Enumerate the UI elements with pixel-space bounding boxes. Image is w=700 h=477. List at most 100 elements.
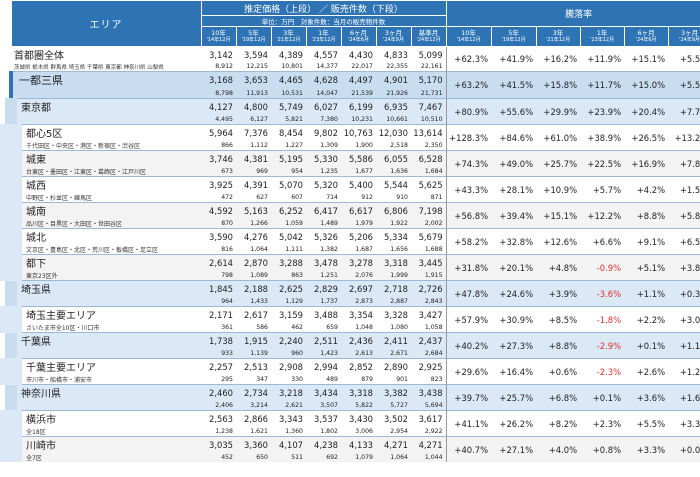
price-cell: 5,334: [376, 228, 411, 244]
count-cell: 2,873: [341, 296, 376, 307]
rate-cell: +22.5%: [580, 150, 625, 177]
count-cell: 5,822: [341, 400, 376, 411]
price-cell: 5,625: [411, 176, 447, 192]
count-cell: 1,382: [306, 244, 341, 255]
rate-cell: +0.3%: [668, 280, 700, 307]
rate-cell: +12.2%: [580, 202, 625, 229]
area-subtitle: 台東区・墨田区・江東区・葛飾区・江戸川区: [0, 166, 201, 177]
rate-cell: +8.5%: [536, 306, 581, 333]
rate-cell: +26.5%: [624, 124, 669, 151]
area-subtitle: [9, 88, 201, 99]
count-cell: 2,671: [376, 348, 411, 359]
count-cell: 2,406: [201, 400, 236, 411]
column-header-row: 10年 '14年12月 5年 '19年12月 3年 '21年12月 1年 '23年12月 6ヶ月…: [11, 26, 700, 47]
count-cell: 10,661: [376, 114, 411, 125]
price-col-date: '14年12月: [206, 37, 231, 44]
count-cell: 10,801: [271, 62, 306, 72]
price-cell: 5,070: [271, 176, 306, 192]
rate-cell: +20.4%: [624, 98, 669, 125]
price-cell: 2,437: [411, 332, 447, 348]
price-cell: 5,170: [411, 71, 447, 88]
rate-cell: +40.7%: [445, 436, 492, 462]
count-cell: 1,235: [306, 166, 341, 177]
rate-cell: +40.2%: [445, 332, 492, 359]
price-cell: 3,382: [376, 384, 411, 400]
price-cell: 5,330: [306, 150, 341, 166]
rate-cell: +3.3%: [668, 410, 700, 437]
rate-col-label: 1年: [596, 28, 608, 37]
rate-cell: -1.8%: [580, 306, 625, 333]
table-row-counts: 2,406 3,214 2,621 3,507 5,822 5,727 5,694: [5, 400, 700, 411]
table-row: 城東 3,746 4,381 5,195 5,330 5,586 6,055 6,528 +74…: [0, 150, 700, 177]
price-col-header-6: 基準月 '24年12月: [410, 26, 447, 47]
table-row-counts: 東京23区外 798 1,089 863 1,251 2,076 1,999 1,915: [0, 270, 700, 281]
count-cell: 5,821: [271, 114, 306, 125]
table-row: 千葉主要エリア 2,257 2,513 2,908 2,994 2,852 2,890 2,9…: [0, 358, 700, 385]
rate-col-date: '23年12月: [589, 37, 615, 44]
price-cell: 3,430: [341, 410, 376, 426]
price-cell: 4,497: [341, 71, 376, 88]
count-cell: 1,112: [236, 140, 271, 151]
count-cell: 1,309: [306, 140, 341, 151]
count-cell: 22,161: [411, 62, 447, 72]
area-name: 川崎市: [0, 436, 201, 452]
count-cell: 1,900: [341, 140, 376, 151]
area-subtitle: 千代田区・中央区・港区・新宿区・渋谷区: [0, 140, 201, 151]
price-cell: 3,343: [271, 410, 306, 426]
rate-cell: +41.1%: [445, 410, 492, 437]
table-row: 神奈川県 2,460 2,734 3,218 3,434 3,318 3,382 3,438 +…: [5, 384, 700, 411]
count-cell: 933: [201, 348, 236, 359]
area-subtitle: 全7区: [0, 452, 201, 462]
price-cell: 5,099: [411, 46, 447, 62]
count-cell: 964: [201, 296, 236, 307]
count-cell: 1,433: [236, 296, 271, 307]
price-col-date: '19年12月: [241, 37, 266, 44]
rate-cell: +1.5%: [668, 176, 700, 203]
table-row: 横浜市 2,563 2,866 3,343 3,537 3,430 3,502 3,617 +4…: [0, 410, 700, 437]
price-cell: 1,738: [201, 332, 236, 348]
count-cell: 11,913: [236, 88, 271, 99]
count-cell: 2,954: [376, 426, 411, 437]
count-cell: 14,047: [306, 88, 341, 99]
area-name: 城東: [0, 150, 201, 166]
count-cell: 879: [341, 374, 376, 385]
table-row: 埼玉県 1,845 2,188 2,625 2,829 2,697 2,718 2,726 +4…: [5, 280, 700, 307]
price-cell: 2,614: [201, 254, 236, 270]
price-cell: 2,513: [236, 358, 271, 374]
count-cell: 1,111: [271, 244, 306, 255]
price-cell: 12,030: [376, 124, 411, 140]
table-row: 城西 3,925 4,391 5,070 5,320 5,400 5,544 5,625 +43…: [0, 176, 700, 203]
rate-cell: +56.8%: [445, 202, 492, 229]
count-cell: 489: [306, 374, 341, 385]
price-col-date: '24年9月: [383, 37, 404, 44]
table-row-counts: さいたま市全10区・川口市 361 586 462 659 1,048 1,080 1,058: [0, 322, 700, 333]
price-cell: 8,454: [271, 124, 306, 140]
price-cell: 2,617: [236, 306, 271, 322]
price-cell: 6,417: [306, 202, 341, 218]
rate-cell: +63.2%: [445, 71, 492, 99]
price-cell: 3,354: [341, 306, 376, 322]
price-col-header-0: 10年 '14年12月: [200, 26, 237, 47]
price-table: エリア 推定価格（上段） ／ 販売件数（下段） 騰落率 単位：万円 対象件数：当…: [0, 0, 700, 462]
count-cell: 1,688: [411, 244, 447, 255]
rate-col-date: '19年12月: [501, 37, 526, 44]
rate-cell: +7.7%: [668, 98, 700, 125]
rate-cell: -0.9%: [580, 254, 625, 281]
rate-cell: +1.1%: [624, 280, 669, 307]
price-cell: 2,718: [376, 280, 411, 296]
rate-cell: +128.3%: [445, 124, 492, 151]
rate-cell: +3.9%: [536, 280, 581, 307]
price-cell: 5,042: [271, 228, 306, 244]
rate-cell: +20.1%: [491, 254, 537, 281]
price-cell: 3,590: [201, 228, 236, 244]
price-col-date: '24年12月: [416, 37, 441, 44]
rate-cell: +10.9%: [536, 176, 581, 203]
count-cell: 1,064: [376, 452, 411, 462]
area-name: 城北: [0, 228, 201, 244]
table-row: 埼玉主要エリア 2,171 2,617 3,159 3,488 3,354 3,328 3,4…: [0, 306, 700, 333]
rate-cell: +11.7%: [580, 71, 625, 99]
count-cell: 3,507: [306, 400, 341, 411]
rate-cell: +13.2%: [668, 124, 700, 151]
price-cell: 10,763: [341, 124, 376, 140]
price-col-label: 3年: [283, 28, 294, 37]
